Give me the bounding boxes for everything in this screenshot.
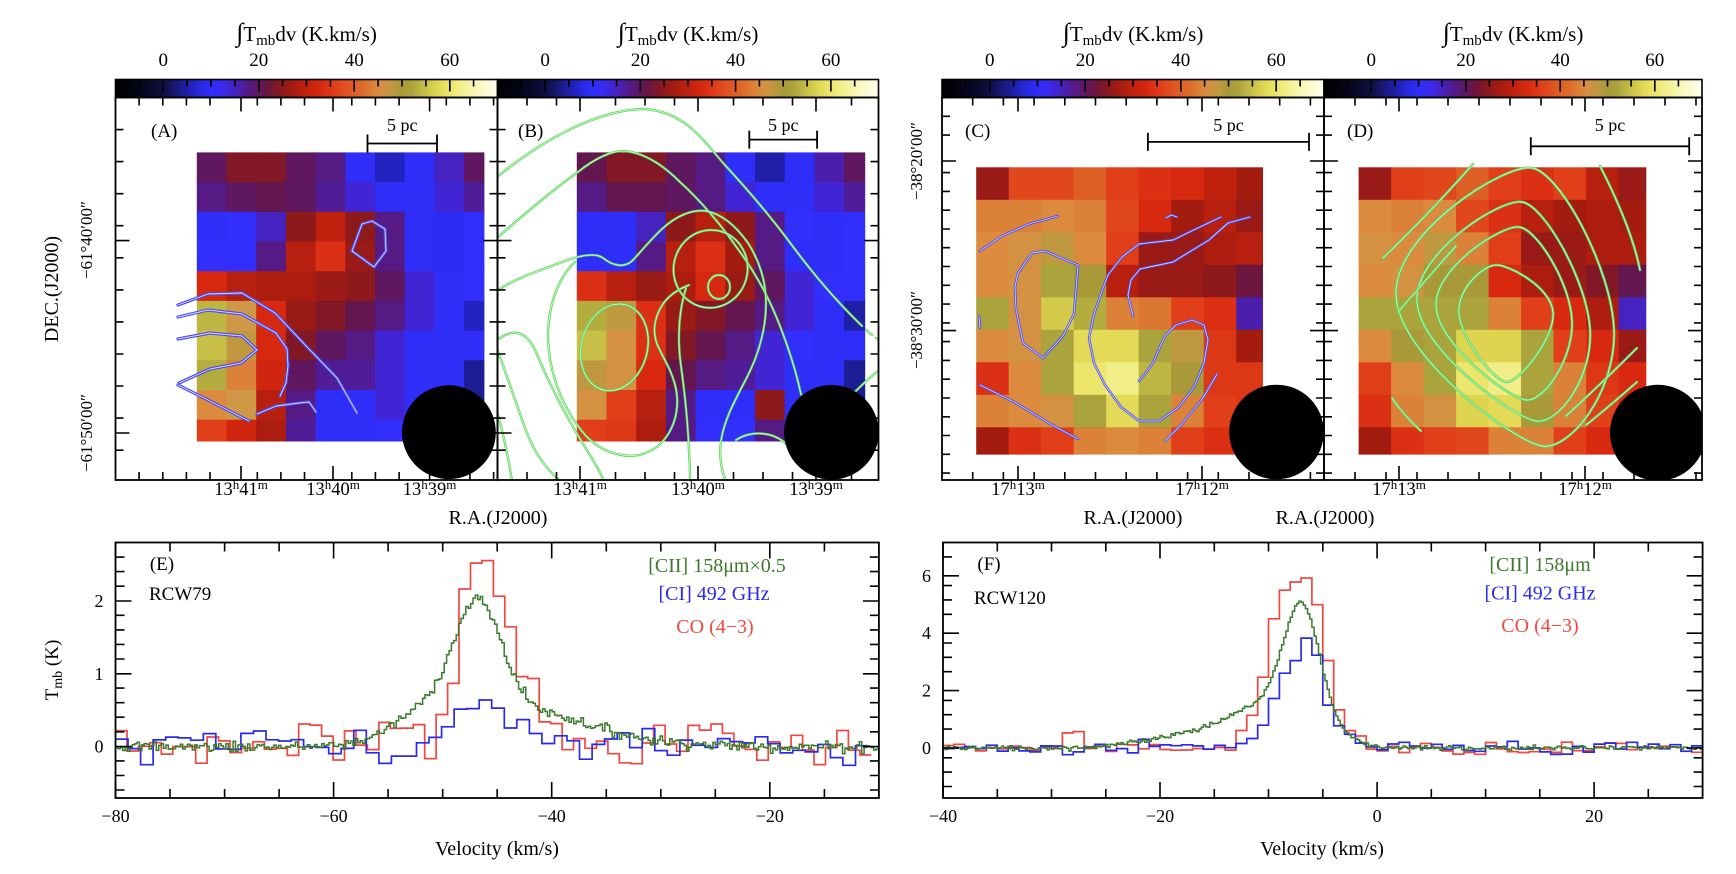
svg-text:Velocity (km/s): Velocity (km/s): [1260, 838, 1384, 860]
svg-text:RCW120: RCW120: [974, 588, 1046, 609]
svg-text:0: 0: [158, 50, 168, 71]
svg-text:0: 0: [985, 50, 995, 71]
svg-text:13h39m: 13h39m: [789, 477, 843, 500]
svg-text:13h40m: 13h40m: [306, 477, 360, 500]
svg-text:∫Tmbdv (K.km/s): ∫Tmbdv (K.km/s): [1441, 18, 1584, 49]
svg-text:(E): (E): [150, 554, 174, 575]
svg-text:(C): (C): [965, 121, 990, 142]
svg-text:20: 20: [1076, 50, 1095, 71]
svg-text:17h12m: 17h12m: [1558, 477, 1612, 500]
svg-text:R.A.(J2000): R.A.(J2000): [449, 507, 548, 529]
svg-text:[CII] 158μm×0.5: [CII] 158μm×0.5: [648, 555, 786, 577]
svg-text:13h41m: 13h41m: [553, 477, 607, 500]
svg-text:(B): (B): [518, 121, 543, 142]
svg-text:−20: −20: [1146, 806, 1174, 826]
svg-text:20: 20: [631, 50, 650, 71]
svg-text:∫Tmbdv (K.km/s): ∫Tmbdv (K.km/s): [234, 18, 377, 49]
svg-text:60: 60: [440, 50, 459, 71]
svg-text:RCW79: RCW79: [149, 584, 211, 605]
svg-text:0: 0: [1366, 50, 1376, 71]
svg-text:−61°40′00″: −61°40′00″: [77, 201, 96, 279]
svg-text:40: 40: [1171, 50, 1190, 71]
svg-text:[CI] 492 GHz: [CI] 492 GHz: [658, 583, 769, 605]
svg-text:5 pc: 5 pc: [1213, 115, 1244, 135]
svg-text:5 pc: 5 pc: [768, 115, 799, 135]
svg-text:−40: −40: [929, 806, 957, 826]
svg-text:0: 0: [540, 50, 550, 71]
svg-text:5 pc: 5 pc: [387, 115, 418, 135]
svg-text:60: 60: [821, 50, 840, 71]
svg-text:−38°20′00″: −38°20′00″: [907, 122, 926, 200]
svg-text:1: 1: [95, 664, 104, 684]
svg-text:20: 20: [249, 50, 268, 71]
svg-text:R.A.(J2000): R.A.(J2000): [1084, 507, 1183, 529]
svg-text:13h40m: 13h40m: [671, 477, 725, 500]
svg-text:4: 4: [922, 623, 931, 643]
svg-text:60: 60: [1267, 50, 1286, 71]
svg-text:2: 2: [922, 681, 931, 701]
svg-text:13h41m: 13h41m: [214, 477, 268, 500]
svg-text:−61°50′00″: −61°50′00″: [77, 394, 96, 472]
svg-text:60: 60: [1645, 50, 1664, 71]
svg-text:CO (4−3): CO (4−3): [1501, 615, 1578, 637]
svg-text:−40: −40: [538, 806, 566, 826]
svg-text:0: 0: [922, 738, 931, 758]
svg-text:13h39m: 13h39m: [403, 477, 457, 500]
svg-text:Velocity (km/s): Velocity (km/s): [435, 838, 559, 860]
svg-text:[CI] 492 GHz: [CI] 492 GHz: [1484, 583, 1595, 605]
svg-text:CO (4−3): CO (4−3): [676, 616, 753, 638]
svg-text:(A): (A): [151, 121, 177, 142]
svg-text:0: 0: [1373, 806, 1382, 826]
svg-text:20: 20: [1585, 806, 1603, 826]
svg-text:DEC.(J2000): DEC.(J2000): [41, 236, 63, 342]
svg-text:Tmb (K): Tmb (K): [42, 640, 66, 701]
svg-text:(F): (F): [977, 554, 1000, 575]
svg-text:0: 0: [95, 737, 104, 757]
svg-text:R.A.(J2000): R.A.(J2000): [1276, 507, 1375, 529]
svg-text:17h13m: 17h13m: [1372, 477, 1426, 500]
svg-text:40: 40: [726, 50, 745, 71]
svg-text:6: 6: [922, 566, 931, 586]
svg-text:−38°30′00″: −38°30′00″: [907, 291, 926, 369]
svg-text:−60: −60: [320, 806, 348, 826]
svg-text:17h12m: 17h12m: [1175, 477, 1229, 500]
svg-text:2: 2: [95, 591, 104, 611]
svg-text:∫Tmbdv (K.km/s): ∫Tmbdv (K.km/s): [616, 18, 759, 49]
svg-text:(D): (D): [1347, 121, 1373, 142]
svg-text:20: 20: [1456, 50, 1475, 71]
svg-text:−80: −80: [101, 806, 129, 826]
svg-text:−20: −20: [756, 806, 784, 826]
svg-text:17h13m: 17h13m: [991, 477, 1045, 500]
svg-text:∫Tmbdv (K.km/s): ∫Tmbdv (K.km/s): [1061, 18, 1204, 49]
svg-text:[CII] 158μm: [CII] 158μm: [1489, 554, 1591, 576]
svg-text:40: 40: [345, 50, 364, 71]
svg-text:40: 40: [1551, 50, 1570, 71]
svg-text:5 pc: 5 pc: [1595, 115, 1626, 135]
